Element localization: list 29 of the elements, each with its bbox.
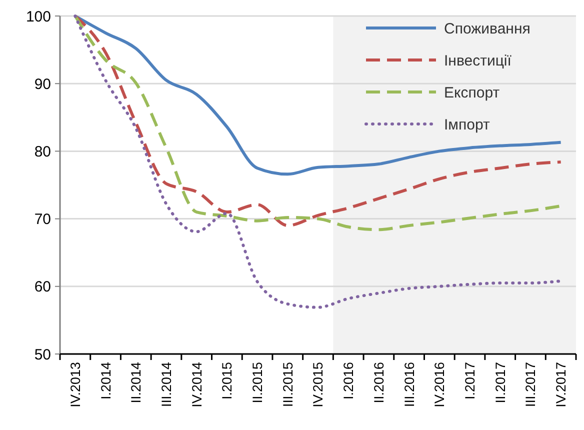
y-tick-label: 90 [34,76,51,93]
x-tick-label: III.2017 [523,362,538,408]
y-tick-label: 70 [34,211,51,228]
x-tick-label: I.2014 [98,362,114,400]
x-tick-label: II.2014 [128,362,144,404]
x-tick-label: II.2015 [250,362,266,404]
x-tick-label: I.2017 [462,362,478,400]
x-tick-label: I.2015 [220,362,235,400]
x-tick-label: II.2016 [371,362,386,404]
legend-label: Імпорт [444,116,490,134]
y-tick-label: 80 [34,143,51,160]
x-tick-label: III.2016 [402,362,417,408]
x-tick-label: I.2016 [341,362,356,400]
y-tick-label: 60 [34,278,51,296]
x-tick-label: IV.2017 [554,362,569,408]
x-tick-label: IV.2013 [68,362,83,408]
y-tick-label: 100 [26,8,51,26]
legend-label: Споживання [444,20,530,38]
x-tick-label: II.2017 [492,362,508,404]
line-series [74,14,562,176]
x-tick-label: IV.2016 [432,362,448,408]
legend-label: Інвестиції [444,52,512,70]
x-tick-label: IV.2014 [189,362,204,408]
x-tick-label: IV.2015 [310,362,326,408]
x-tick-label: III.2015 [280,362,296,408]
line-series [74,14,562,309]
legend-label: Експорт [444,84,500,102]
x-tick-label: III.2014 [158,362,174,408]
y-tick-label: 50 [34,346,51,364]
